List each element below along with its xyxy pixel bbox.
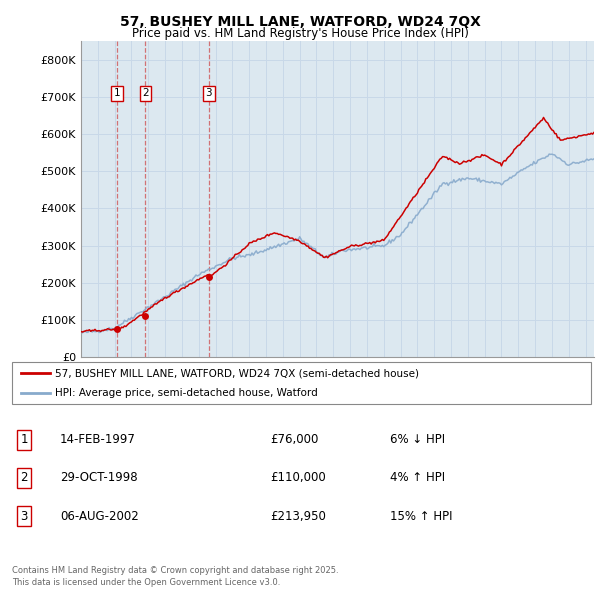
Text: 14-FEB-1997: 14-FEB-1997	[60, 433, 136, 446]
Text: 29-OCT-1998: 29-OCT-1998	[60, 471, 137, 484]
Text: 2: 2	[20, 471, 28, 484]
Text: HPI: Average price, semi-detached house, Watford: HPI: Average price, semi-detached house,…	[55, 388, 318, 398]
Text: 3: 3	[20, 510, 28, 523]
Text: Contains HM Land Registry data © Crown copyright and database right 2025.
This d: Contains HM Land Registry data © Crown c…	[12, 566, 338, 587]
Text: 2: 2	[142, 88, 149, 99]
Text: 4% ↑ HPI: 4% ↑ HPI	[390, 471, 445, 484]
Text: £110,000: £110,000	[270, 471, 326, 484]
Text: 57, BUSHEY MILL LANE, WATFORD, WD24 7QX: 57, BUSHEY MILL LANE, WATFORD, WD24 7QX	[119, 15, 481, 29]
Text: 15% ↑ HPI: 15% ↑ HPI	[390, 510, 452, 523]
Text: £76,000: £76,000	[270, 433, 319, 446]
Text: 57, BUSHEY MILL LANE, WATFORD, WD24 7QX (semi-detached house): 57, BUSHEY MILL LANE, WATFORD, WD24 7QX …	[55, 368, 419, 378]
Text: 6% ↓ HPI: 6% ↓ HPI	[390, 433, 445, 446]
Text: 1: 1	[20, 433, 28, 446]
Text: Price paid vs. HM Land Registry's House Price Index (HPI): Price paid vs. HM Land Registry's House …	[131, 27, 469, 40]
FancyBboxPatch shape	[12, 362, 591, 404]
Text: 06-AUG-2002: 06-AUG-2002	[60, 510, 139, 523]
Text: £213,950: £213,950	[270, 510, 326, 523]
Text: 3: 3	[205, 88, 212, 99]
Text: 1: 1	[113, 88, 120, 99]
